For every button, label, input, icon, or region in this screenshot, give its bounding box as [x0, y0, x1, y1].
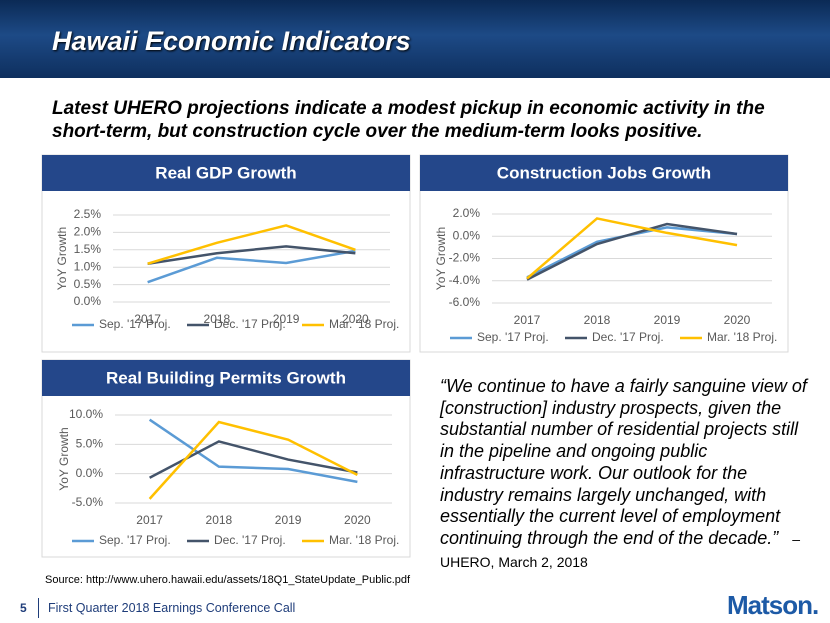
- series-line: [147, 224, 356, 265]
- legend-label: Sep. '17 Proj.: [99, 533, 171, 547]
- x-tick-label: 2017: [134, 312, 161, 326]
- legend-label: Dec. '17 Proj.: [214, 317, 286, 331]
- series-line: [148, 420, 358, 500]
- y-tick-label: 5.0%: [76, 437, 104, 451]
- y-tick-label: -6.0%: [449, 295, 481, 309]
- legend-label: Sep. '17 Proj.: [99, 317, 171, 331]
- y-tick-label: 0.0%: [74, 294, 102, 308]
- header-band: Hawaii Economic Indicators: [0, 0, 830, 78]
- y-tick-label: -4.0%: [449, 273, 481, 287]
- legend-label: Mar. '18 Proj.: [707, 330, 777, 344]
- series-line: [148, 418, 358, 484]
- series-line: [147, 249, 356, 284]
- chart-title: Real GDP Growth: [155, 163, 296, 182]
- legend-label: Mar. '18 Proj.: [329, 533, 399, 547]
- quote: “We continue to have a fairly sanguine v…: [440, 376, 810, 573]
- series-line: [526, 222, 738, 281]
- separator: [38, 598, 39, 618]
- y-axis-label: YoY Growth: [55, 227, 69, 290]
- slide-title: Hawaii Economic Indicators: [52, 26, 411, 56]
- chart-title-bar: [42, 360, 410, 396]
- x-tick-label: 2017: [514, 313, 541, 327]
- x-tick-label: 2018: [204, 312, 231, 326]
- y-tick-label: 0.5%: [74, 277, 102, 291]
- y-tick-label: 1.5%: [74, 242, 102, 256]
- chart-title: Real Building Permits Growth: [106, 368, 346, 387]
- x-tick-label: 2020: [342, 312, 369, 326]
- y-tick-label: 10.0%: [69, 407, 103, 421]
- y-tick-label: -2.0%: [449, 251, 481, 265]
- x-tick-label: 2018: [584, 313, 611, 327]
- series-line: [526, 217, 738, 280]
- chart-title: Construction Jobs Growth: [497, 163, 711, 182]
- x-tick-label: 2017: [136, 513, 163, 527]
- subtitle: Latest UHERO projections indicate a mode…: [52, 98, 765, 142]
- source: Source: http://www.uhero.hawaii.edu/asse…: [45, 574, 411, 586]
- x-tick-label: 2019: [273, 312, 300, 326]
- y-tick-label: 0.0%: [453, 228, 481, 242]
- x-tick-label: 2018: [206, 513, 233, 527]
- x-tick-label: 2020: [724, 313, 751, 327]
- y-tick-label: 2.0%: [453, 206, 481, 220]
- y-tick-label: 2.5%: [74, 207, 102, 221]
- legend-label: Dec. '17 Proj.: [592, 330, 664, 344]
- series-line: [147, 245, 356, 265]
- chart-title-bar: [420, 155, 788, 191]
- x-tick-label: 2019: [275, 513, 302, 527]
- legend-label: Sep. '17 Proj.: [477, 330, 549, 344]
- legend-label: Mar. '18 Proj.: [329, 317, 399, 331]
- y-tick-label: 0.0%: [76, 466, 104, 480]
- y-tick-label: -5.0%: [72, 495, 104, 509]
- x-tick-label: 2020: [344, 513, 371, 527]
- page-number: 5: [20, 601, 27, 615]
- footer-text: First Quarter 2018 Earnings Conference C…: [48, 601, 296, 615]
- y-axis-label: YoY Growth: [434, 227, 448, 290]
- y-tick-label: 1.0%: [74, 259, 102, 273]
- y-axis-label: YoY Growth: [57, 427, 71, 490]
- chart-title-bar: [42, 155, 410, 191]
- logo: Matson.: [727, 590, 819, 620]
- quote-attribution: – UHERO, March 2, 2018: [440, 530, 801, 570]
- x-tick-label: 2019: [654, 313, 681, 327]
- quote-text: “We continue to have a fairly sanguine v…: [440, 376, 807, 548]
- legend-label: Dec. '17 Proj.: [214, 533, 286, 547]
- y-tick-label: 2.0%: [74, 225, 102, 239]
